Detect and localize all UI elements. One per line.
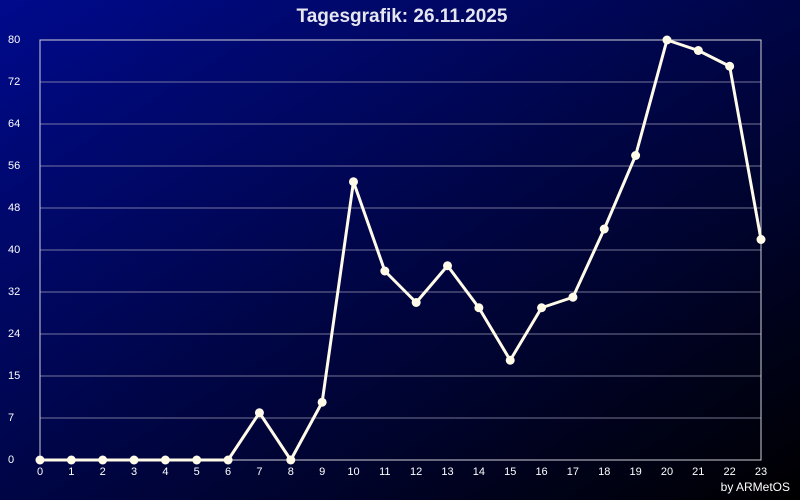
- x-tick-label: 22: [724, 466, 736, 478]
- plot-border: [39, 39, 762, 461]
- y-tick-label: 48: [8, 202, 20, 214]
- marker: [662, 35, 672, 45]
- marker: [223, 455, 233, 465]
- x-tick-label: 23: [755, 466, 767, 478]
- x-tick-label: 15: [504, 466, 516, 478]
- marker: [98, 455, 108, 465]
- marker: [443, 261, 453, 271]
- x-tick-label: 11: [379, 466, 390, 478]
- marker: [631, 151, 641, 160]
- y-tick-label: 24: [8, 328, 20, 340]
- marker: [35, 455, 45, 465]
- y-tick-label: 15: [8, 370, 20, 382]
- y-tick-label: 72: [8, 76, 20, 88]
- x-tick-label: 10: [347, 466, 359, 478]
- marker: [474, 303, 484, 313]
- marker: [693, 46, 703, 55]
- x-tick-label: 8: [288, 466, 294, 478]
- marker: [348, 177, 358, 187]
- x-tick-label: 5: [194, 466, 200, 478]
- x-tick-label: 3: [131, 466, 137, 478]
- x-tick-label: 16: [535, 466, 547, 478]
- marker: [66, 455, 76, 465]
- x-tick-label: 0: [37, 466, 43, 478]
- marker: [129, 455, 139, 465]
- marker: [192, 455, 202, 465]
- x-tick-label: 14: [473, 466, 485, 478]
- x-tick-label: 21: [692, 466, 704, 478]
- marker: [505, 355, 515, 365]
- y-tick-label: 32: [8, 286, 20, 298]
- x-tick-label: 9: [319, 466, 325, 478]
- x-tick-label: 13: [441, 466, 453, 478]
- marker: [254, 408, 264, 418]
- x-tick-label: 6: [225, 466, 231, 478]
- line: [40, 38, 763, 462]
- marker: [725, 61, 735, 71]
- marker: [599, 224, 609, 234]
- chart-title: Tagesgrafik: 26.11.2025: [297, 6, 508, 27]
- marker: [568, 292, 578, 302]
- marker: [160, 455, 170, 465]
- marker: [286, 455, 296, 465]
- marker: [380, 266, 390, 276]
- marker: [411, 298, 421, 307]
- x-tick-label: 1: [68, 466, 74, 478]
- y-tick-label: 56: [8, 160, 20, 172]
- y-tick-label: 0: [8, 454, 14, 466]
- y-tick-label: 40: [8, 244, 20, 256]
- x-tick-label: 19: [629, 466, 641, 478]
- marker: [756, 235, 766, 244]
- x-tick-label: 17: [567, 466, 579, 478]
- x-tick-label: 4: [162, 466, 168, 478]
- marker: [317, 397, 327, 407]
- y-tick-label: 64: [8, 118, 20, 130]
- y-tick-label: 80: [8, 34, 20, 46]
- y-tick-label: 7: [8, 412, 14, 424]
- x-tick-label: 20: [661, 466, 673, 478]
- x-tick-label: 2: [100, 466, 106, 478]
- credit: by ARMetOS: [721, 480, 790, 494]
- x-tick-label: 12: [410, 466, 422, 478]
- marker: [537, 303, 547, 313]
- x-tick-label: 18: [598, 466, 610, 478]
- x-tick-label: 7: [256, 466, 262, 478]
